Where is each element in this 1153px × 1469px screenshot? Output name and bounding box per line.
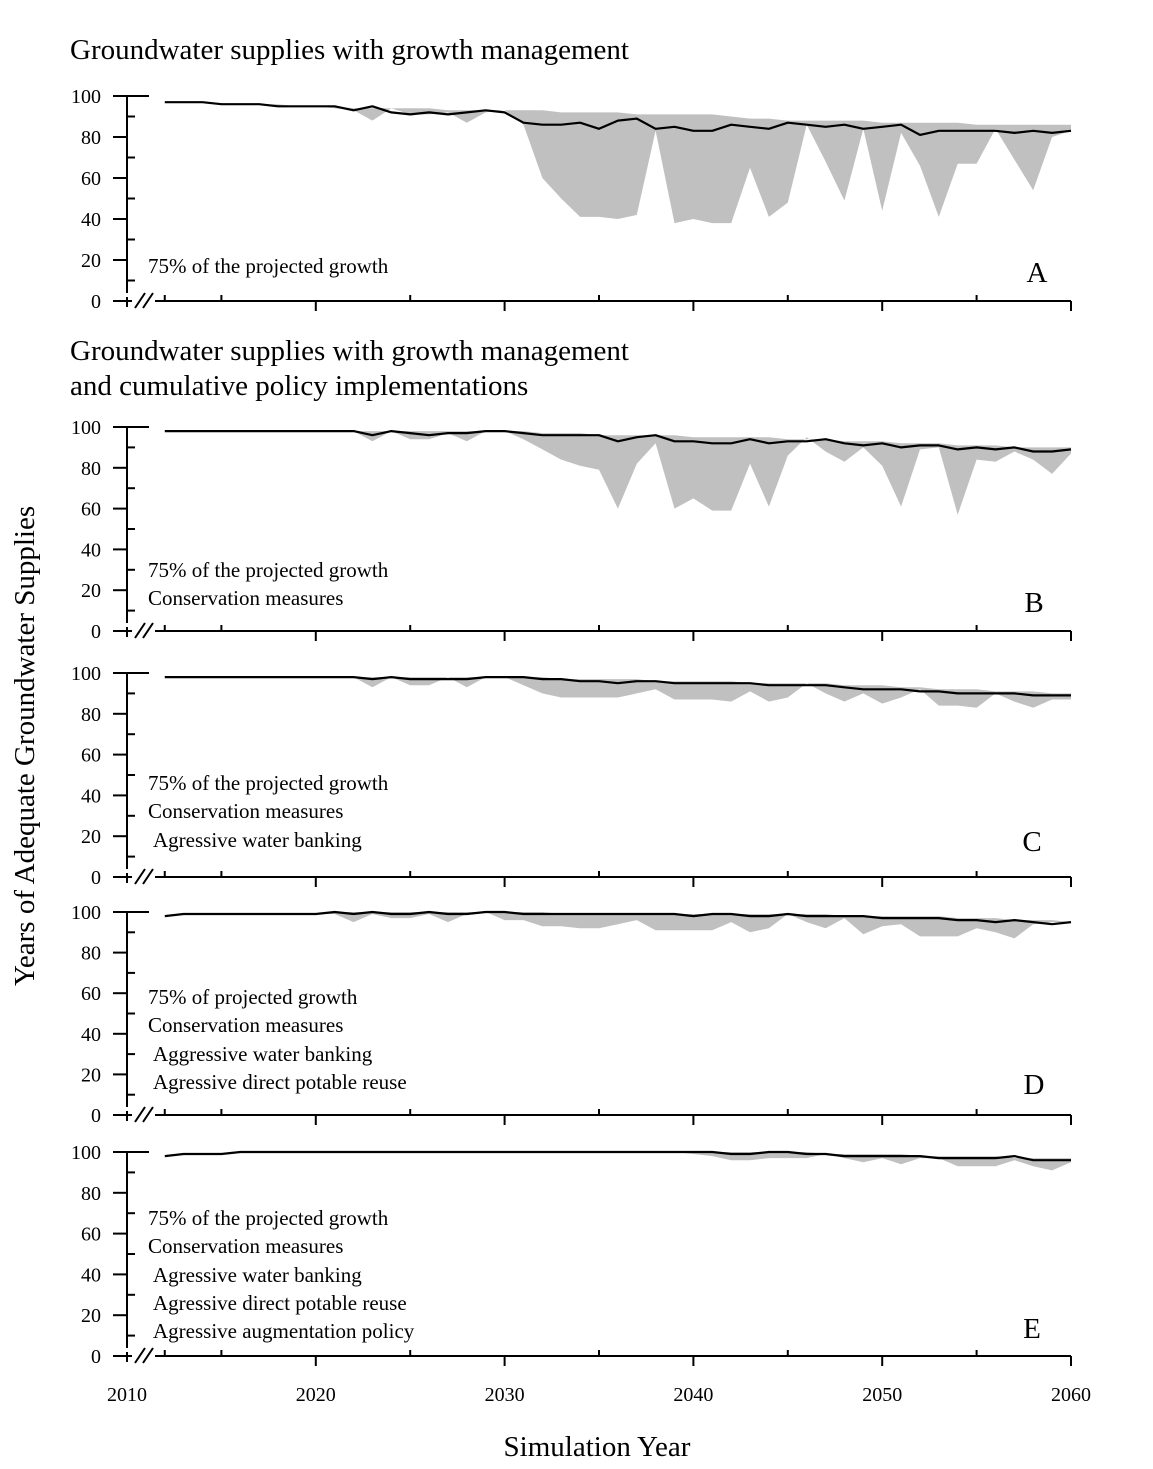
y-tick-label: 60	[81, 499, 101, 521]
x-tick-label: 2050	[862, 1384, 902, 1406]
y-tick-label: 100	[71, 663, 101, 685]
y-tick-label: 20	[81, 1064, 101, 1086]
panel-A-note: 75% of the projected growth	[148, 254, 389, 278]
y-tick-label: 100	[71, 1142, 101, 1164]
panel-letter-E: E	[1023, 1313, 1041, 1345]
panel-letter-C: C	[1022, 826, 1041, 858]
y-tick-label: 100	[71, 902, 101, 924]
range-band-D	[164, 912, 1072, 939]
range-band-C	[164, 677, 1072, 708]
axis-break-mark	[142, 1347, 154, 1364]
y-tick-label: 0	[91, 1105, 101, 1127]
panel-B-title-line: Groundwater supplies with growth managem…	[70, 335, 629, 367]
y-tick-label: 60	[81, 168, 101, 190]
panel-D-note: 75% of projected growth	[148, 985, 358, 1009]
panels: Groundwater supplies with growth managem…	[70, 34, 1072, 1368]
y-tick-label: 40	[81, 1024, 101, 1046]
y-tick-label: 80	[81, 943, 101, 965]
axis-break-mark	[134, 1347, 146, 1364]
y-tick-label: 20	[81, 826, 101, 848]
y-tick-label: 0	[91, 867, 101, 889]
y-tick-label: 80	[81, 1183, 101, 1205]
panel-B-title-line: and cumulative policy implementations	[70, 370, 528, 402]
panel-A-title-line: Groundwater supplies with growth managem…	[70, 34, 629, 66]
axis-break-mark	[142, 868, 154, 885]
range-band-E	[164, 1152, 1072, 1171]
y-tick-label: 20	[81, 1305, 101, 1327]
mean-line-D	[164, 910, 1072, 926]
panel-letter-B: B	[1024, 587, 1043, 619]
axis-break-mark	[142, 622, 154, 639]
mean-line-B	[164, 430, 1072, 453]
panel-B: Groundwater supplies with growth managem…	[70, 335, 1072, 643]
x-axis-label: Simulation Year	[504, 1431, 691, 1463]
y-tick-label: 60	[81, 745, 101, 767]
panel-C-note: Agressive water banking	[153, 828, 362, 852]
y-tick-label: 60	[81, 983, 101, 1005]
y-axis-label: Years of Adequate Groundwater Supplies	[9, 506, 41, 986]
panel-letter-A: A	[1027, 257, 1048, 289]
panel-E-note: Agressive direct potable reuse	[153, 1291, 407, 1315]
panel-E: 0 20 40 60 80 100 75% of the projected growth C…	[71, 1142, 1072, 1368]
x-tick-label: 2010	[107, 1384, 147, 1406]
axis-break-mark	[134, 292, 146, 309]
mean-line-C	[164, 676, 1071, 697]
panel-C-note: Conservation measures	[148, 799, 343, 823]
y-tick-label: 40	[81, 539, 101, 561]
x-tick-label: 2060	[1051, 1384, 1091, 1406]
y-tick-label: 20	[81, 580, 101, 602]
y-tick-label: 80	[81, 704, 101, 726]
panel-letter-D: D	[1024, 1069, 1045, 1101]
panel-E-note: 75% of the projected growth	[148, 1206, 389, 1230]
panel-D-note: Agressive direct potable reuse	[153, 1070, 407, 1094]
y-tick-label: 40	[81, 785, 101, 807]
panel-E-note: Conservation measures	[148, 1234, 343, 1258]
mean-line-E	[164, 1150, 1071, 1162]
y-tick-label: 100	[71, 417, 101, 439]
y-tick-label: 40	[81, 1264, 101, 1286]
panel-E-note: Agressive augmentation policy	[153, 1319, 415, 1343]
axis-break-mark	[134, 622, 146, 639]
y-tick-label: 40	[81, 209, 101, 231]
y-tick-label: 80	[81, 127, 101, 149]
x-tick-label: 2020	[296, 1384, 336, 1406]
mean-line-A	[164, 101, 1072, 136]
y-tick-label: 80	[81, 458, 101, 480]
panel-E-note: Agressive water banking	[153, 1263, 362, 1287]
x-tick-labels: 2010 2020 2030 2040 2050 2060	[107, 1384, 1091, 1406]
panel-B-note: 75% of the projected growth	[148, 558, 389, 582]
range-band-A	[164, 102, 1072, 224]
axis-break-mark	[142, 292, 154, 309]
y-tick-label: 0	[91, 291, 101, 313]
panel-A: Groundwater supplies with growth managem…	[70, 34, 1072, 313]
range-band-B	[164, 431, 1072, 515]
panel-D: 0 20 40 60 80 100 75% of projected growth Conse…	[71, 902, 1072, 1127]
axis-break-mark	[134, 1106, 146, 1123]
x-tick-label: 2040	[673, 1384, 713, 1406]
y-tick-label: 0	[91, 1346, 101, 1368]
panel-D-note: Aggressive water banking	[153, 1042, 373, 1066]
y-tick-label: 60	[81, 1224, 101, 1246]
panel-B-note: Conservation measures	[148, 586, 343, 610]
panel-C-note: 75% of the projected growth	[148, 771, 389, 795]
panel-D-note: Conservation measures	[148, 1013, 343, 1037]
axis-break-mark	[134, 868, 146, 885]
x-tick-label: 2030	[485, 1384, 525, 1406]
panel-C: 0 20 40 60 80 100 75% of the projected growth C…	[71, 663, 1072, 889]
y-tick-label: 0	[91, 621, 101, 643]
y-tick-label: 20	[81, 250, 101, 272]
axis-break-mark	[142, 1106, 154, 1123]
y-tick-label: 100	[71, 86, 101, 108]
